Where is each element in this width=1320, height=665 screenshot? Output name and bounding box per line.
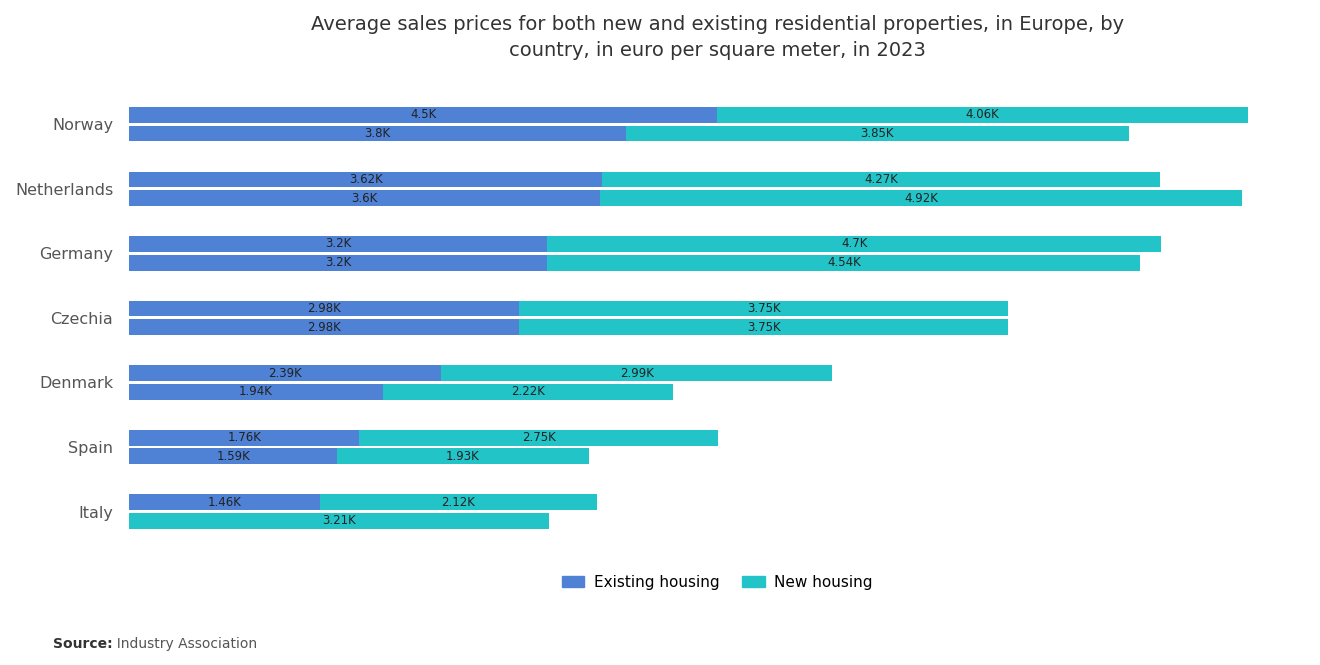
Bar <box>129 365 441 381</box>
Bar <box>129 448 337 464</box>
Text: 4.7K: 4.7K <box>841 237 867 251</box>
Text: 3.2K: 3.2K <box>325 237 351 251</box>
Bar <box>717 107 1247 123</box>
Text: 1.93K: 1.93K <box>446 450 480 463</box>
Bar <box>129 430 359 446</box>
Legend: Existing housing, New housing: Existing housing, New housing <box>556 569 879 596</box>
Text: 3.62K: 3.62K <box>348 173 383 186</box>
Bar <box>359 430 718 446</box>
Text: 3.8K: 3.8K <box>364 127 391 140</box>
Text: 2.22K: 2.22K <box>511 385 545 398</box>
Title: Average sales prices for both new and existing residential properties, in Europe: Average sales prices for both new and ex… <box>310 15 1123 61</box>
Bar <box>129 190 599 206</box>
Text: 1.59K: 1.59K <box>216 450 249 463</box>
Text: 4.92K: 4.92K <box>904 192 937 205</box>
Bar <box>337 448 589 464</box>
Text: 4.06K: 4.06K <box>965 108 999 122</box>
Text: Source:: Source: <box>53 637 112 652</box>
Text: 3.2K: 3.2K <box>325 256 351 269</box>
Bar <box>129 301 519 317</box>
Text: 3.21K: 3.21K <box>322 514 356 527</box>
Text: 2.99K: 2.99K <box>620 366 653 380</box>
Text: 3.6K: 3.6K <box>351 192 378 205</box>
Text: 3.75K: 3.75K <box>747 302 780 315</box>
Text: 3.85K: 3.85K <box>861 127 894 140</box>
Bar <box>548 236 1162 252</box>
Bar <box>129 255 548 271</box>
Bar <box>441 365 832 381</box>
Text: 3.75K: 3.75K <box>747 321 780 334</box>
Bar <box>602 172 1160 188</box>
Text: 2.75K: 2.75K <box>521 431 556 444</box>
Bar <box>129 319 519 335</box>
Text: Industry Association: Industry Association <box>108 637 257 652</box>
Text: 2.39K: 2.39K <box>268 366 302 380</box>
Text: 4.54K: 4.54K <box>826 256 861 269</box>
Bar <box>129 107 717 123</box>
Bar <box>519 301 1008 317</box>
Text: 2.12K: 2.12K <box>441 495 475 509</box>
Bar <box>129 236 548 252</box>
Text: 1.94K: 1.94K <box>239 385 273 398</box>
Text: 1.46K: 1.46K <box>207 495 242 509</box>
Bar <box>548 255 1140 271</box>
Bar <box>519 319 1008 335</box>
Bar <box>599 190 1242 206</box>
Text: 4.27K: 4.27K <box>865 173 898 186</box>
Bar <box>129 513 549 529</box>
Text: 2.98K: 2.98K <box>308 321 341 334</box>
Bar <box>129 126 626 142</box>
Text: 2.98K: 2.98K <box>308 302 341 315</box>
Text: 4.5K: 4.5K <box>411 108 437 122</box>
Bar <box>383 384 673 400</box>
Bar <box>129 384 383 400</box>
Bar <box>319 494 597 510</box>
Bar <box>626 126 1129 142</box>
Bar <box>129 494 319 510</box>
Text: 1.76K: 1.76K <box>227 431 261 444</box>
Bar <box>129 172 602 188</box>
